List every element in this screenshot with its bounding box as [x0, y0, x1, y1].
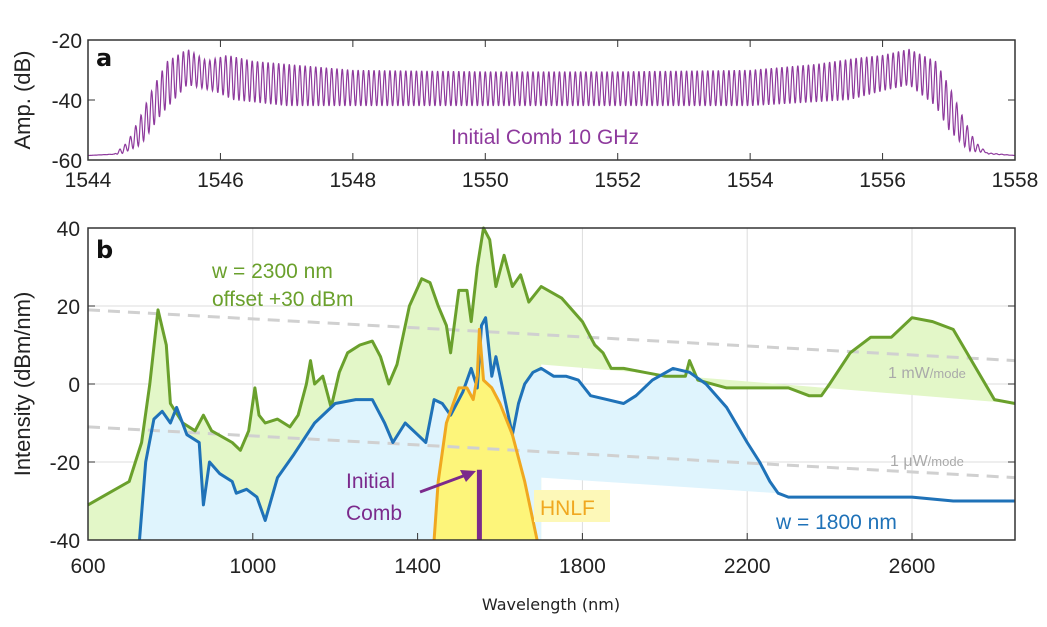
- x-tick-label: 1800: [559, 555, 606, 578]
- green-series-annotation: w = 2300 nm: [211, 260, 333, 283]
- x-tick-label: 1000: [229, 555, 276, 578]
- uw-per-mode-label: 1 μW/mode: [890, 453, 964, 470]
- w-2300-nm-series-line: [87, 226, 1016, 507]
- initial-comb-arrow: [419, 470, 476, 494]
- x-tick-label: 1400: [394, 555, 441, 578]
- panel-b-label: b: [96, 236, 113, 264]
- x-tick-label: 1544: [65, 169, 112, 192]
- panel-a-label: a: [96, 44, 112, 72]
- initial-comb-label-line1: Initial: [346, 470, 395, 493]
- x-tick-label: 1548: [329, 169, 376, 192]
- mw-per-mode-label: 1 mW/mode: [888, 365, 966, 382]
- panel-b: 600 1000 1400 1800 2200 2600 40 20 0 -20 -40 b w =…: [10, 218, 1016, 614]
- x-tick-label: 1554: [727, 169, 774, 192]
- initial-comb-annotation: Initial Comb 10 GHz: [451, 126, 639, 149]
- y-tick-label: -60: [52, 150, 82, 173]
- x-tick-label: 1556: [859, 169, 906, 192]
- y-tick-label: -40: [50, 530, 80, 553]
- blue-series-annotation: w = 1800 nm: [775, 511, 897, 534]
- x-tick-label: 600: [70, 555, 105, 578]
- x-tick-label: 1546: [197, 169, 244, 192]
- hnlf-annotation: HNLF: [540, 497, 595, 520]
- initial-comb-label-line2: Comb: [346, 502, 402, 525]
- y-tick-label: 20: [57, 296, 80, 319]
- x-tick-label: 2200: [724, 555, 771, 578]
- y-tick-label: 40: [57, 218, 80, 241]
- initial-comb-spectrum-line: [87, 48, 1016, 157]
- w-1800-nm-series-line: [138, 316, 1015, 541]
- y-tick-label: -20: [50, 452, 80, 475]
- hnlf-label-background: [534, 490, 610, 522]
- hnlf-fill-area: [434, 329, 538, 540]
- green-offset-annotation: offset +30 dBm: [212, 288, 353, 311]
- y-tick-label: -20: [52, 30, 82, 53]
- x-tick-label: 1550: [462, 169, 509, 192]
- y-tick-label: 0: [68, 374, 80, 397]
- panel-b-x-axis-label: Wavelength (nm): [482, 595, 620, 614]
- x-tick-label: 1552: [594, 169, 641, 192]
- y-tick-label: -40: [52, 90, 82, 113]
- 1-mw-mode-reference-line: [87, 308, 1016, 363]
- 1-w-mode-reference-line: [87, 425, 1016, 480]
- hnlf-series-line: [432, 327, 539, 541]
- panel-a: 1544 1546 1548 1550 1552 1554 1556 1558 -20 -40 -6…: [10, 30, 1038, 192]
- x-tick-label: 2600: [889, 555, 936, 578]
- x-tick-label: 1558: [992, 169, 1039, 192]
- panel-b-y-axis-label: Intensity (dBm/nm): [10, 292, 35, 477]
- panel-a-y-axis-label: Amp. (dB): [10, 50, 35, 149]
